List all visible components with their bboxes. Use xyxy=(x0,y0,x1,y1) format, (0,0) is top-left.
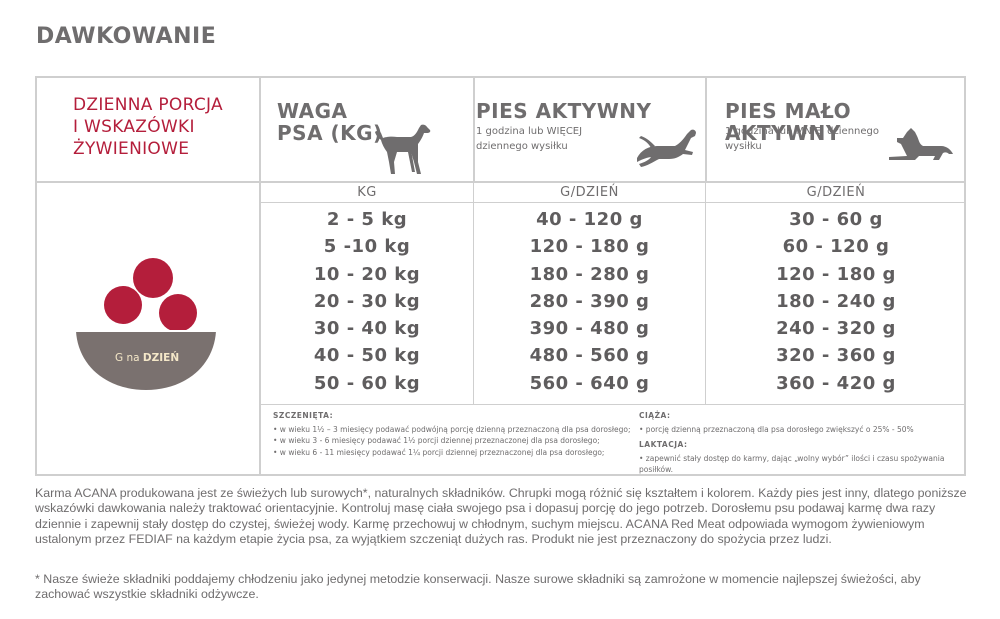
bowl-label-prefix: G na xyxy=(115,352,143,364)
table-cell: 180 - 240 g xyxy=(776,290,896,312)
table-cell: 560 - 640 g xyxy=(529,372,650,394)
lazy-column: 30 - 60 g 60 - 120 g 120 - 180 g 180 - 2… xyxy=(706,206,966,397)
bowl-label: G na DZIEŃ xyxy=(115,352,179,364)
table-cell: 40 - 50 kg xyxy=(313,345,421,367)
puppy-notes: SZCZENIĘTA: • w wieku 1½ – 3 miesięcy po… xyxy=(273,410,643,458)
pregnancy-notes-title: CIĄŻA: xyxy=(639,411,671,420)
food-bowl-icon xyxy=(76,258,216,390)
section-title: DZIENNA PORCJA I WSKAZÓWKI ŻYWIENIOWE xyxy=(73,95,223,159)
running-dog-icon xyxy=(637,129,696,167)
active-column-title: PIES AKTYWNY xyxy=(476,99,652,123)
description-paragraph: Karma ACANA produkowana jest ze świeżych… xyxy=(35,486,967,546)
table-cell: 360 - 420 g xyxy=(776,372,896,394)
divider xyxy=(473,182,474,404)
table-cell: 60 - 120 g xyxy=(782,236,890,258)
table-cell: 20 - 30 kg xyxy=(313,290,421,312)
weight-column: 2 - 5 kg 5 -10 kg 10 - 20 kg 20 - 30 kg … xyxy=(261,206,473,397)
table-cell: 390 - 480 g xyxy=(529,318,650,340)
kg-subheader: KG xyxy=(357,185,377,200)
divider xyxy=(259,78,261,474)
table-cell: 120 - 180 g xyxy=(776,263,896,285)
standing-dog-icon xyxy=(375,124,431,174)
page-heading: DAWKOWANIE xyxy=(36,24,217,49)
table-cell: 180 - 280 g xyxy=(529,263,650,285)
note-item: • w wieku 3 - 6 miesięcy podawać 1½ porc… xyxy=(273,436,600,445)
note-item: • w wieku 6 - 11 miesięcy podawać 1¼ por… xyxy=(273,447,605,457)
note-item: • zapewnić stały dostęp do karmy, dając … xyxy=(639,453,945,475)
table-cell: 120 - 180 g xyxy=(529,236,650,258)
divider xyxy=(473,78,475,182)
table-cell: 10 - 20 kg xyxy=(313,263,421,285)
puppy-notes-title: SZCZENIĘTA: xyxy=(273,411,334,420)
footnote: * Nasze świeże składniki poddajemy chłod… xyxy=(35,572,921,602)
bowl-label-bold: DZIEŃ xyxy=(142,352,180,364)
divider xyxy=(261,202,964,203)
table-cell: 40 - 120 g xyxy=(536,209,643,230)
active-column: 40 - 120 g 120 - 180 g 180 - 280 g 280 -… xyxy=(474,206,705,397)
weight-column-title: WAGA PSA (KG) xyxy=(277,99,383,145)
gday-subheader-active: G/DZIEŃ xyxy=(560,185,619,200)
divider xyxy=(37,181,964,183)
table-cell: 280 - 390 g xyxy=(529,290,650,312)
divider xyxy=(705,78,707,182)
divider xyxy=(705,182,706,404)
table-cell: 5 -10 kg xyxy=(323,236,411,258)
lactation-notes-title: LAKTACJA: xyxy=(639,440,688,449)
table-cell: 30 - 40 kg xyxy=(313,318,421,340)
lazy-column-subtitle: 1 godzina lub MNIEJ dziennego wysiłku xyxy=(725,126,879,152)
lazy-column-title: PIES MAŁO AKTYWNY xyxy=(725,99,852,145)
table-cell: 480 - 560 g xyxy=(529,345,650,367)
table-cell: 30 - 60 g xyxy=(789,209,883,230)
table-cell: 50 - 60 kg xyxy=(313,372,421,394)
divider xyxy=(261,404,964,405)
pregnancy-notes: CIĄŻA: • porcję dzienną przeznaczoną dla… xyxy=(639,410,969,476)
gday-subheader-lazy: G/DZIEŃ xyxy=(806,185,866,200)
lying-dog-icon xyxy=(889,128,953,160)
table-cell: 2 - 5 kg xyxy=(326,209,408,230)
note-item: • porcję dzienną przeznaczoną dla psa do… xyxy=(639,424,914,434)
note-item: • w wieku 1½ – 3 miesięcy podawać podwój… xyxy=(273,424,631,434)
dosage-table: DZIENNA PORCJA I WSKAZÓWKI ŻYWIENIOWE WA… xyxy=(35,76,966,476)
table-cell: 320 - 360 g xyxy=(776,345,896,367)
active-column-subtitle: 1 godzina lub WIĘCEJ dziennego wysiłku xyxy=(476,126,583,152)
table-cell: 240 - 320 g xyxy=(776,318,896,340)
